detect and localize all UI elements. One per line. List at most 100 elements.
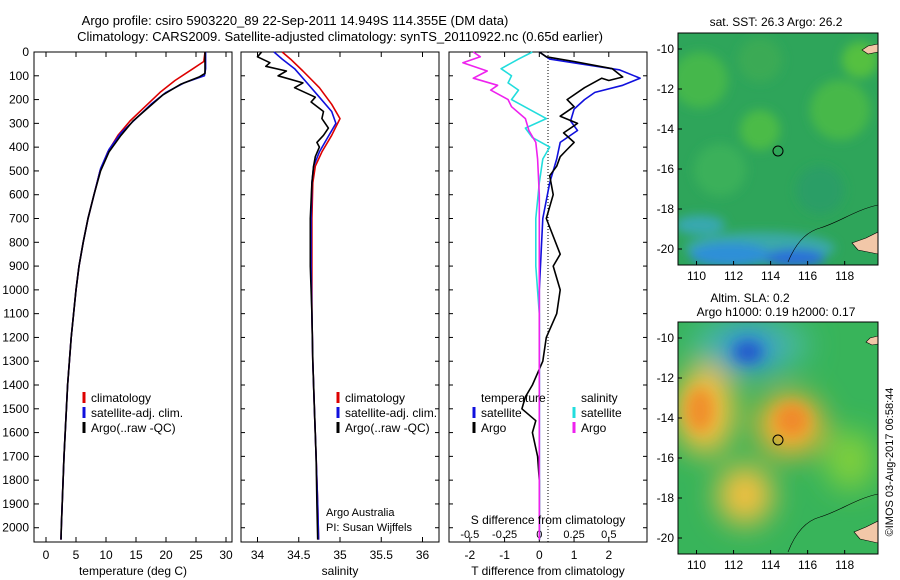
temperature-axes-frame <box>33 51 233 543</box>
imos-credit: ©IMOS 03-Aug-2017 06:58:44 <box>884 388 896 537</box>
map-x-tick-label: 112 <box>724 558 743 572</box>
map-x-tick-label: 118 <box>835 558 854 572</box>
x-tick-label: 0 <box>536 548 543 562</box>
series-line-climatology <box>60 51 206 540</box>
x-tick-label: 0 <box>43 548 50 562</box>
legend-temperature-title: temperature <box>481 391 546 405</box>
temperature-panel: 0100200300400500600700800900100011001200… <box>2 45 233 578</box>
sla-contour-line <box>787 493 878 553</box>
difference-axis-ticks: -2 -1 0 1 2-0.5 -0.25 0 0.25 0.5 <box>449 51 647 562</box>
map-x-tick-label: 116 <box>798 269 817 283</box>
series-line-argo-raw-qc <box>60 52 206 540</box>
legend-argo-label: Argo(..raw -QC) <box>91 421 176 435</box>
legend-climatology-label: climatology <box>345 391 405 405</box>
salinity-axis-ticks: 34 34.5 35 35.5 36 <box>241 51 439 562</box>
legend-salinity-title: salinity <box>581 391 618 405</box>
map-y-tick-label: -18 <box>657 202 675 216</box>
temperature-xlabel: temperature (deg C) <box>79 564 187 578</box>
y-tick-label: 200 <box>9 93 29 107</box>
x-tick-label: 2 <box>605 548 612 562</box>
series-line-salinity-argo <box>462 51 541 540</box>
x-tick-label: -2 <box>465 548 476 562</box>
salinity-legend: climatology satellite-adj. clim. Argo(..… <box>336 391 437 435</box>
y-tick-label: 100 <box>9 69 29 83</box>
depth-axis-ticks: 0 100 200 300 400 500 600 700 800 900 1000 1100 1200… <box>2 45 39 535</box>
y-tick-label: 2000 <box>2 521 29 535</box>
x-tick-label: -1 <box>499 548 510 562</box>
salinity-xlabel: salinity <box>322 564 359 578</box>
map-y-tick-label: -20 <box>657 242 675 256</box>
map-y-tick-label: -18 <box>657 491 675 505</box>
y-tick-label: 600 <box>9 188 29 202</box>
y-tick-label: 1900 <box>2 497 29 511</box>
y-tick-label: 800 <box>9 235 29 249</box>
legend-sal-satellite-label: satellite <box>581 406 622 420</box>
map-x-tick-label: 114 <box>761 269 780 283</box>
legend-temp-argo-label: Argo <box>481 421 507 435</box>
sla-map-title-line1: Altim. SLA: 0.2 <box>710 291 790 305</box>
map-y-tick-label: -16 <box>657 451 675 465</box>
y-tick-label: 1300 <box>2 354 29 368</box>
x-tick-label: 20 <box>159 548 173 562</box>
sst-map-title: sat. SST: 26.3 Argo: 26.2 <box>710 15 843 29</box>
argo-position-marker <box>772 145 784 157</box>
sla-map-axis-ticks: 110 112 114 116 118 -10 -12 -14 -16 -18 -20 <box>657 331 855 572</box>
series-line-temperature-argo <box>521 51 624 540</box>
y-tick-label: 1000 <box>2 283 29 297</box>
difference-panel: -2 -1 0 1 2-0.5 -0.25 0 0.25 0.5 T difference fr… <box>448 51 648 578</box>
x-tick-label: 34 <box>251 548 265 562</box>
map-y-tick-label: -14 <box>657 411 675 425</box>
temperature-legend: climatology satellite-adj. clim. Argo(..… <box>82 391 183 435</box>
difference-legend: temperature satellite Argo salinity sate… <box>472 391 622 435</box>
y-tick-label: 1700 <box>2 449 29 463</box>
x-tick-label: 15 <box>129 548 143 562</box>
figure-title: Argo profile: csiro 5903220_89 22-Sep-20… <box>82 13 509 28</box>
sla-coastline <box>865 335 878 346</box>
y-tick-label: 0 <box>22 45 29 59</box>
x-tick-label: 30 <box>219 548 233 562</box>
y-tick-label: 1600 <box>2 426 29 440</box>
x-tick-label: 10 <box>99 548 113 562</box>
map-y-tick-label: -20 <box>657 531 675 545</box>
x-tick-label: 5 <box>73 548 80 562</box>
y-tick-label: 1500 <box>2 402 29 416</box>
map-y-tick-label: -12 <box>657 82 675 96</box>
difference-xlabel-top: S difference from climatology <box>471 513 626 527</box>
map-x-tick-label: 110 <box>687 558 706 572</box>
y-tick-label: 500 <box>9 164 29 178</box>
y-tick-label: 1200 <box>2 330 29 344</box>
sla-map-panel: Altim. SLA: 0.2 Argo h1000: 0.19 h2000: … <box>657 291 879 572</box>
x-tick-label: 1 <box>571 548 578 562</box>
series-line-temperature-satellite <box>538 51 641 540</box>
map-y-tick-label: -10 <box>657 42 675 56</box>
legend-argo-label: Argo(..raw -QC) <box>345 421 430 435</box>
map-y-tick-label: -12 <box>657 371 675 385</box>
sla-map-title-line2: Argo h1000: 0.19 h2000: 0.17 <box>697 305 856 319</box>
sst-map-frame <box>677 32 879 266</box>
legend-temp-satellite-label: satellite <box>481 406 522 420</box>
institution-annotation: Argo Australia <box>326 507 395 519</box>
x-tick-label: 36 <box>416 548 430 562</box>
series-line-salinity-satellite <box>500 51 551 540</box>
y-tick-label: 1400 <box>2 378 29 392</box>
map-y-tick-label: -14 <box>657 122 675 136</box>
s-diff-tick-label: 0.25 <box>563 529 584 541</box>
s-diff-tick-label: 0.5 <box>601 529 616 541</box>
legend-climatology-label: climatology <box>91 391 151 405</box>
y-tick-label: 1100 <box>3 307 29 321</box>
sst-map-panel: sat. SST: 26.3 Argo: 26.2 110 112 1 <box>657 15 879 283</box>
difference-series <box>462 51 641 540</box>
map-x-tick-label: 118 <box>835 269 854 283</box>
sst-map-field <box>678 33 878 265</box>
legend-satellite-label: satellite-adj. clim. <box>345 406 437 420</box>
map-x-tick-label: 112 <box>724 269 743 283</box>
salinity-series <box>256 51 341 540</box>
legend-satellite-label: satellite-adj. clim. <box>91 406 183 420</box>
s-diff-tick-label: -0.25 <box>492 529 517 541</box>
x-tick-label: 35 <box>333 548 347 562</box>
x-tick-label: 25 <box>189 548 203 562</box>
difference-xlabel-bottom: T difference from climatology <box>471 564 625 578</box>
map-x-tick-label: 116 <box>798 558 817 572</box>
sla-map-field <box>678 322 878 554</box>
